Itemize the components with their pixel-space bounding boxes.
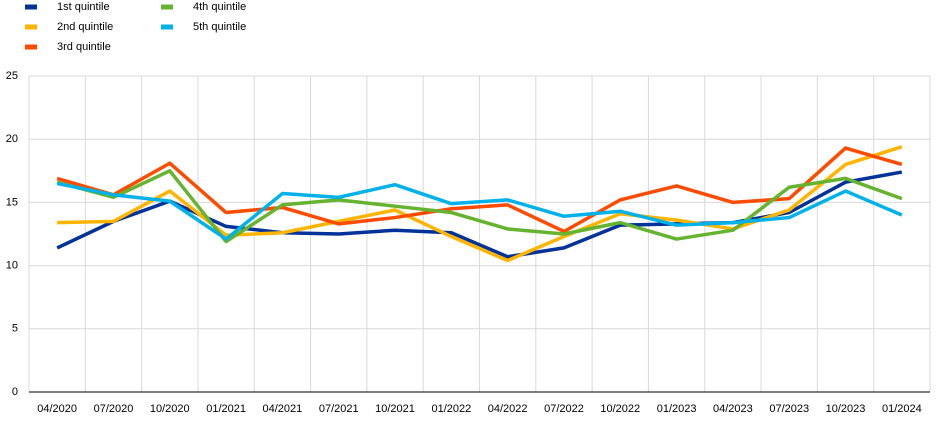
y-tick-label: 10 [6, 260, 18, 272]
x-tick-label: 07/2020 [94, 403, 134, 415]
legend-swatch [161, 24, 173, 30]
x-tick-label: 01/2022 [431, 403, 471, 415]
x-tick-label: 04/2021 [263, 403, 303, 415]
x-tick-label: 07/2023 [769, 403, 809, 415]
series-line [56, 146, 903, 234]
legend-swatch [25, 24, 37, 30]
y-tick-label: 5 [12, 323, 18, 335]
y-tick-label: 0 [12, 386, 18, 398]
x-tick-label: 10/2022 [600, 403, 640, 415]
legend-swatch [25, 44, 37, 50]
x-tick-label: 04/2022 [488, 403, 528, 415]
legend-label: 2nd quintile [57, 21, 113, 33]
x-tick-label: 07/2022 [544, 403, 584, 415]
y-tick-label: 15 [6, 196, 18, 208]
legend-label: 5th quintile [193, 21, 246, 33]
y-tick-label: 20 [6, 133, 18, 145]
x-tick-label: 04/2023 [713, 403, 753, 415]
x-tick-label: 01/2024 [882, 403, 922, 415]
x-tick-label: 01/2023 [657, 403, 697, 415]
legend-label: 3rd quintile [57, 41, 111, 53]
legend-label: 4th quintile [193, 1, 246, 13]
y-tick-label: 25 [6, 70, 18, 82]
x-tick-label: 04/2020 [37, 403, 77, 415]
series-line [56, 169, 903, 244]
legend-label: 1st quintile [57, 1, 110, 13]
x-tick-label: 10/2021 [375, 403, 415, 415]
x-tick-label: 10/2020 [150, 403, 190, 415]
series-line [56, 181, 903, 241]
legend-swatch [25, 4, 37, 10]
x-tick-label: 10/2023 [826, 403, 866, 415]
legend-swatch [161, 4, 173, 10]
x-tick-label: 01/2021 [206, 403, 246, 415]
x-tick-label: 07/2021 [319, 403, 359, 415]
